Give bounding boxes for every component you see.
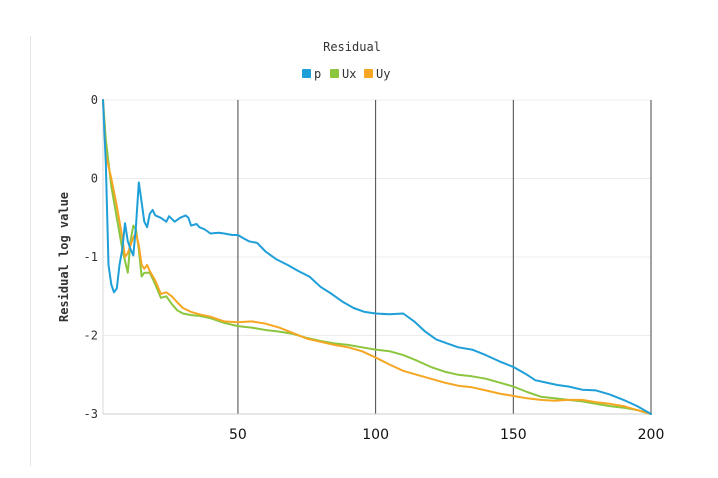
x-tick-label: 50: [229, 427, 247, 443]
legend-swatch-ux: [330, 69, 339, 78]
x-tick-labels: 50 100 150 200: [229, 427, 664, 443]
x-tick-label: 200: [638, 427, 665, 443]
y-tick-label: -1: [84, 250, 98, 264]
series-line-uy: [102, 99, 652, 415]
legend-label-uy: Uy: [376, 67, 390, 81]
x-tick-label: 100: [362, 427, 389, 443]
chart-title: Residual: [323, 40, 381, 54]
y-tick-label: -3: [84, 407, 98, 421]
y-tick-label: 0: [91, 172, 98, 186]
page-frame-line: [30, 36, 31, 466]
y-axis-label: Residual log value: [57, 192, 71, 322]
y-tick-label: -2: [84, 329, 98, 343]
y-tick-labels: 0 0 -1 -2 -3: [84, 93, 98, 421]
series-line-p: [102, 99, 652, 415]
series-layer: [102, 99, 652, 415]
legend-label-ux: Ux: [342, 67, 356, 81]
legend: p Ux Uy: [302, 67, 390, 81]
legend-label-p: p: [314, 67, 321, 81]
legend-swatch-p: [302, 69, 311, 78]
x-tick-label: 150: [500, 427, 527, 443]
vertical-gridlines: [237, 100, 652, 414]
horizontal-gridlines: [103, 99, 651, 336]
legend-swatch-uy: [364, 69, 373, 78]
y-tick-label: 0: [91, 93, 98, 107]
